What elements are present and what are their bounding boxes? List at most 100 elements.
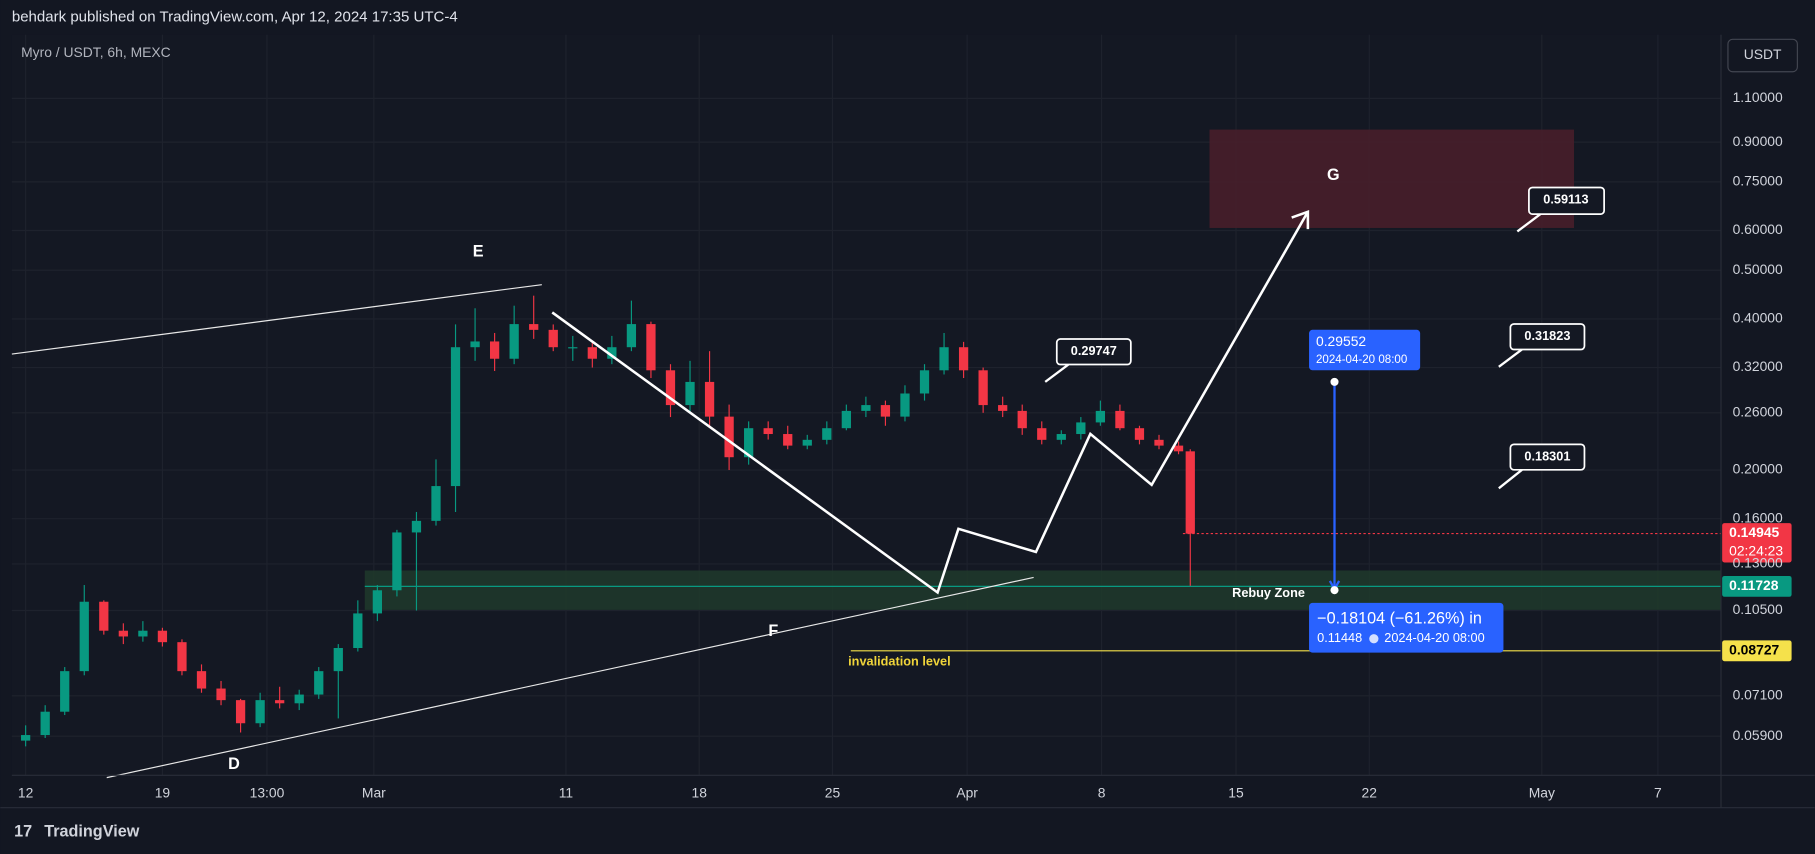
level-label: invalidation level: [848, 653, 951, 668]
candle-body: [802, 439, 812, 446]
candle-body: [685, 381, 695, 406]
candle-body: [138, 630, 148, 637]
candle-body: [1017, 410, 1027, 429]
candle-body: [880, 405, 891, 417]
measure-change: −0.18104 (−61.26%) in: [1317, 609, 1482, 627]
callout-text: 0.18301: [1524, 448, 1570, 463]
trend-line: [106, 576, 1034, 779]
candle-body: [79, 601, 89, 672]
candle-body: [548, 329, 558, 348]
x-tick-label: May: [1529, 784, 1555, 800]
candle-body: [919, 370, 930, 394]
price-badge-label: 0.14945: [1729, 524, 1779, 540]
callout-box: [1055, 338, 1132, 366]
x-tick-label: 18: [691, 784, 707, 800]
candle-body: [939, 347, 949, 371]
candle-body: [372, 590, 383, 614]
candle-body: [998, 405, 1008, 411]
y-tick-label: 0.13000: [1733, 555, 1783, 571]
wave-label: F: [768, 622, 778, 640]
candle-body: [411, 520, 422, 533]
callout-box: [1528, 186, 1605, 215]
measure-box: [1309, 329, 1421, 371]
callout-box: [1509, 323, 1586, 351]
x-tick-label: 19: [155, 784, 171, 800]
candle-body: [665, 370, 676, 406]
candle-body: [783, 434, 793, 446]
candle-body: [704, 381, 715, 417]
candle-body: [744, 428, 754, 458]
y-tick-label: 0.16000: [1733, 509, 1783, 525]
currency-label[interactable]: USDT: [1744, 46, 1782, 62]
measure-price: 0.29552: [1316, 333, 1366, 349]
callout-pointer: [1498, 468, 1523, 490]
x-tick-label: 22: [1362, 784, 1378, 800]
candle-body: [40, 711, 50, 736]
candle-body: [392, 532, 402, 591]
candle-body: [216, 688, 226, 701]
measure-point: [1330, 377, 1339, 386]
price-badge-label: 0.11728: [1729, 577, 1779, 593]
candle-body: [294, 694, 304, 704]
candle-body: [333, 648, 343, 672]
candle-body: [529, 324, 539, 330]
measure-date: 2024-04-20 08:00: [1384, 630, 1484, 645]
callout-pointer: [1516, 213, 1542, 233]
candle-body: [1185, 451, 1195, 534]
currency-button[interactable]: [1727, 38, 1798, 73]
candle-body: [470, 341, 480, 348]
callout-text: 0.29747: [1071, 343, 1117, 358]
path-projection: [551, 211, 1309, 595]
candle-body: [958, 347, 969, 371]
candle-body: [822, 428, 832, 440]
candle-body: [587, 347, 597, 359]
measure-date: 2024-04-20 08:00: [1316, 354, 1407, 366]
callout-text: 0.59113: [1543, 192, 1588, 207]
candle-body: [1134, 428, 1145, 440]
price-badge: [1722, 523, 1792, 563]
candle-body: [275, 700, 285, 704]
y-tick-label: 0.40000: [1733, 310, 1783, 326]
callout-text: 0.31823: [1524, 328, 1570, 343]
wave-label: E: [473, 243, 484, 261]
candle-body: [1154, 439, 1164, 446]
zone-label: Rebuy Zone: [1232, 585, 1305, 600]
candle-body: [60, 671, 70, 712]
x-tick-label: 13:00: [250, 784, 285, 800]
y-tick-label: 0.05900: [1733, 727, 1783, 743]
candle-body: [21, 735, 31, 741]
candle-body: [118, 630, 128, 637]
trend-line: [11, 284, 542, 355]
x-tick-label: Mar: [362, 784, 386, 800]
drawings: [11, 209, 1310, 779]
y-tick-label: 0.07100: [1733, 686, 1783, 702]
candle-body: [509, 324, 519, 359]
candle-body: [196, 671, 207, 689]
y-tick-label: 0.32000: [1733, 358, 1783, 374]
candle-body: [235, 700, 246, 724]
x-tick-label: 11: [559, 784, 574, 800]
candle-body: [978, 370, 988, 406]
header: behdark published on TradingView.com, Ap…: [12, 8, 458, 25]
candle-body: [1076, 422, 1086, 435]
price-badge-label: 0.08727: [1729, 641, 1779, 657]
measure-point: [1330, 586, 1339, 595]
candle-body: [1115, 410, 1125, 429]
chart-title: Myro / USDT, 6h, MEXC: [21, 44, 171, 60]
candle-body: [489, 341, 500, 359]
candle-body: [861, 405, 871, 411]
candle-body: [568, 347, 578, 349]
candle-body: [607, 347, 617, 359]
measure-price: 0.11448: [1317, 630, 1362, 645]
candle-body: [255, 700, 265, 724]
candle-body: [1095, 410, 1106, 423]
candle-body: [646, 324, 656, 371]
y-tick-label: 1.10000: [1733, 89, 1783, 105]
wave-label: G: [1327, 166, 1340, 184]
y-tick-label: 0.26000: [1733, 403, 1783, 419]
callout-box: [1509, 443, 1586, 471]
candle-body: [626, 324, 637, 348]
x-tick-label: 15: [1228, 784, 1244, 800]
x-tick-label: 7: [1654, 784, 1662, 800]
